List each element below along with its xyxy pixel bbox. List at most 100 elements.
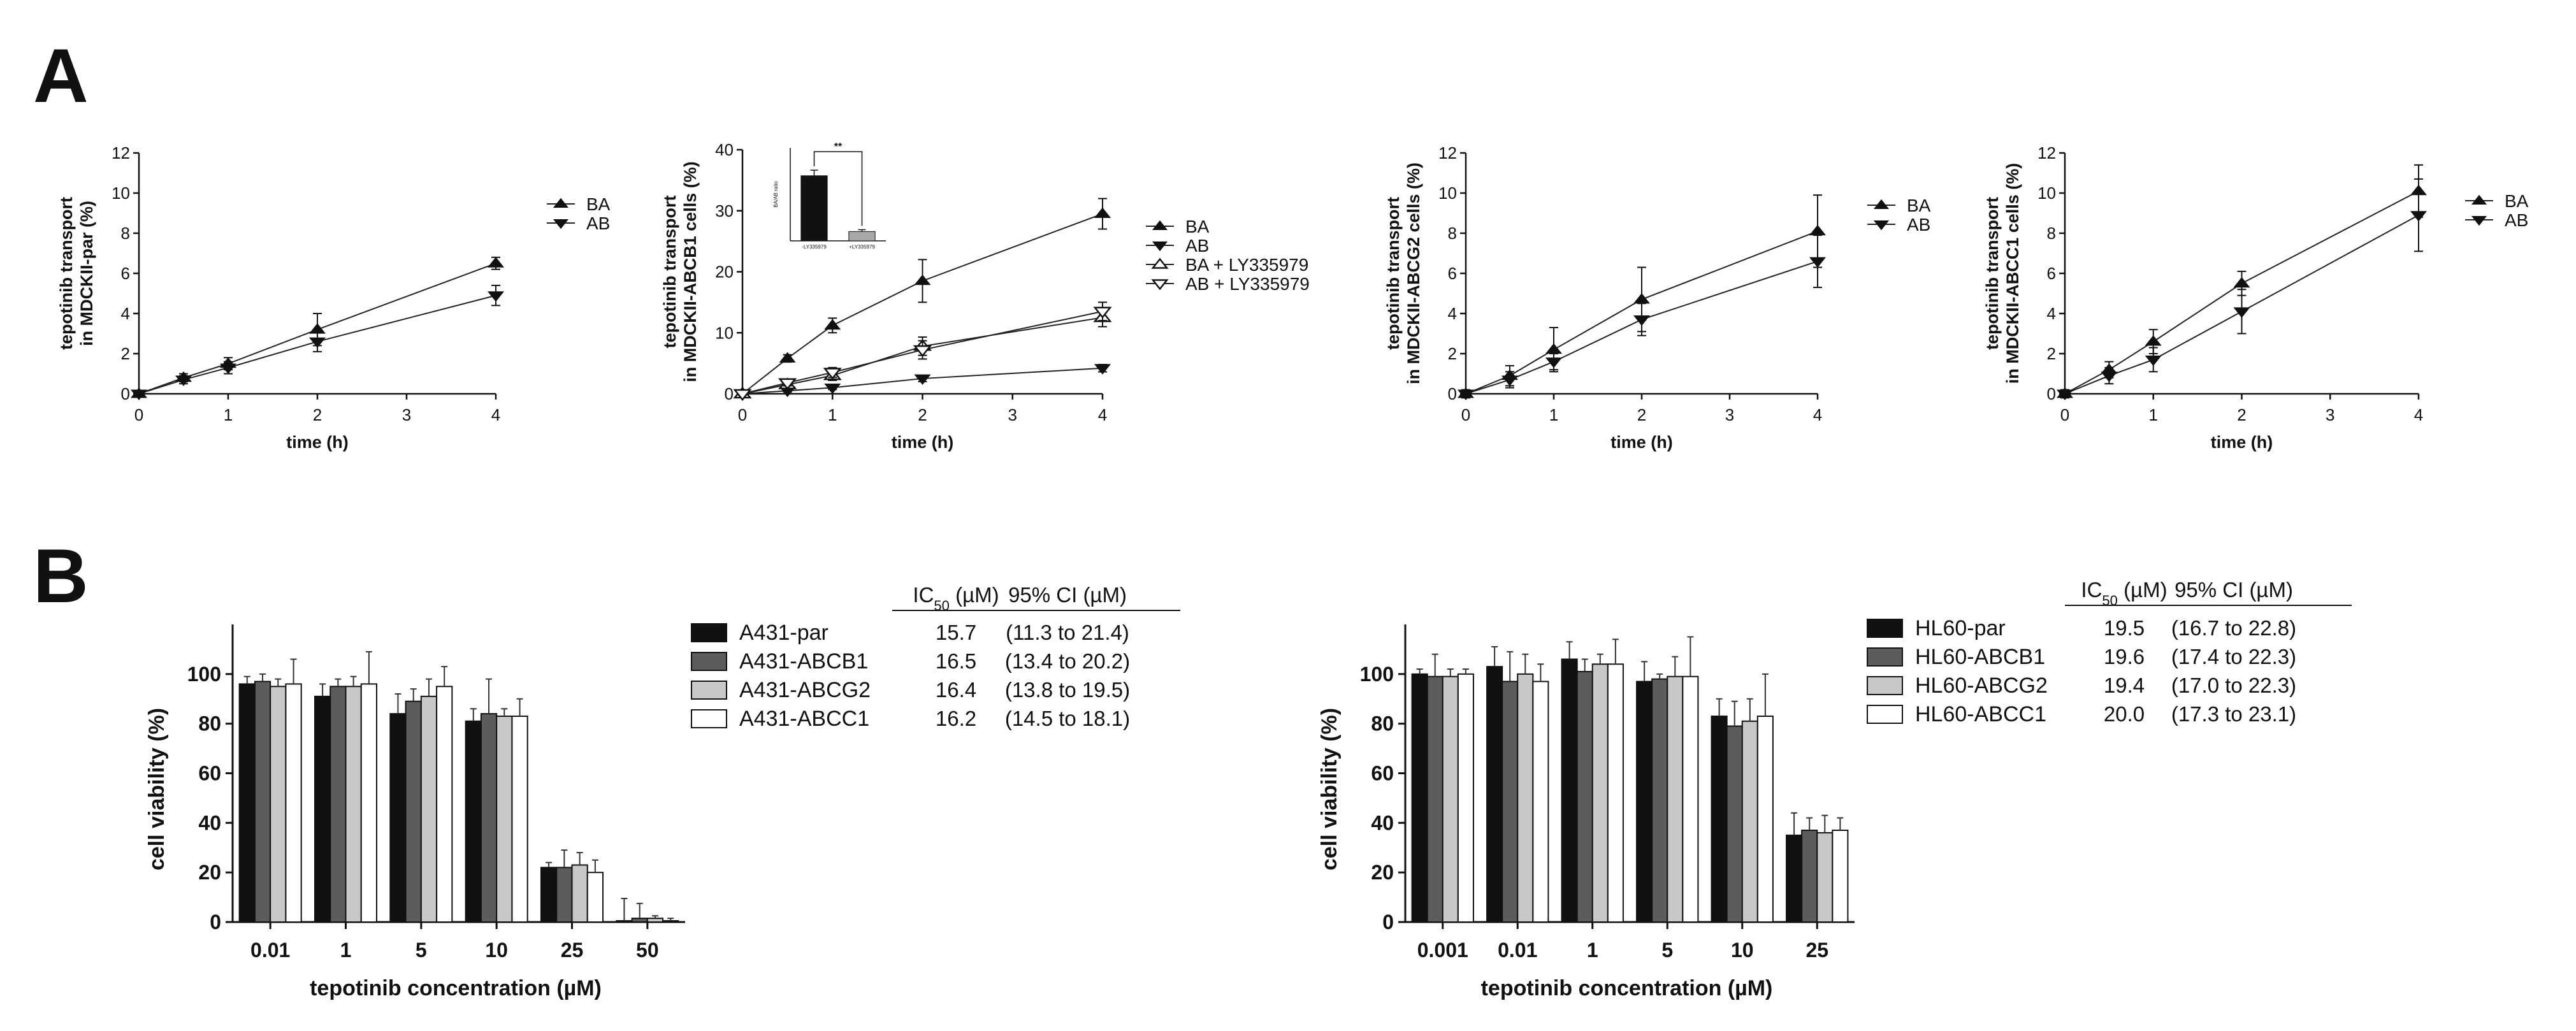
ci-value: (13.8 to 19.5) [1005,678,1130,702]
y-tick-label: 12 [112,143,130,162]
bar [586,872,604,923]
bar [405,700,422,923]
legend-swatch [1867,647,1903,667]
ic50-header-unit: (µM) [950,583,999,607]
y-axis-label: cell viability (%) [1317,708,1342,870]
legend-marker [1152,242,1168,252]
bar [1636,681,1653,923]
ic50-value: 16.5 [936,649,976,673]
series-ab: AB [130,213,610,400]
bar [1426,675,1444,923]
ic50-value: 19.4 [2104,674,2145,697]
legend-swatch [691,623,727,642]
y-axis-label-line: in MDCKII-ABCG2 cells (%) [1404,162,1423,384]
panel-label-a: A [33,33,89,119]
bar [270,686,287,923]
data-point [779,352,796,363]
x-tick-label: 3 [1725,405,1734,424]
data-point [1094,364,1111,375]
ic50-header-unit: (µM) [2118,578,2167,602]
y-tick-label: 0 [725,384,734,403]
series-ab: AB [734,236,1209,400]
bar [1486,666,1503,923]
x-tick-label: 50 [636,939,659,962]
series-ab: AB [2056,178,2528,400]
bar [360,683,378,923]
legend-swatch [1867,619,1903,638]
legend-label: BA [1907,196,1931,215]
x-tick-label: 3 [1008,405,1017,424]
bar [1501,681,1519,923]
y-tick-label: 6 [1448,264,1457,283]
y-tick-label: 0 [210,911,221,934]
y-tick-label: 60 [1371,762,1394,785]
x-tick-label: 4 [2414,405,2423,424]
x-tick-label: 4 [491,405,500,424]
bar [1711,715,1728,923]
bar [1741,720,1758,923]
legend-marker [553,198,569,208]
ci-value: (17.3 to 23.1) [2171,702,2296,726]
bar [1832,830,1849,923]
x-tick-label: 1 [1549,405,1558,424]
y-tick-label: 20 [715,263,734,282]
bar [1667,675,1684,923]
y-tick-label: 12 [2037,143,2056,162]
significance-bracket [813,151,863,226]
series-ab-ly335979: AB + LY335979 [733,274,1310,401]
bar [1651,678,1668,923]
ic50-value: 16.4 [936,678,976,702]
data-point [2056,389,2074,400]
panel-label-b: B [33,533,89,619]
data-point [1501,375,1519,386]
x-tick-label: 0.01 [1498,939,1537,962]
x-axis-label: tepotinib concentration (µM) [310,976,602,1000]
legend-marker [1151,257,1169,269]
bar [436,686,453,923]
y-axis-label: tepotinib transportin MDCKII-ABCC1 cells… [1983,163,2022,384]
y-tick-label: 2 [121,344,130,363]
ci-header: 95% CI (µM) [1008,583,1127,607]
legend-label: BA [2505,191,2529,211]
bar [314,695,331,923]
ci-value: (14.5 to 18.1) [1005,707,1130,730]
legend-swatch [691,652,727,671]
inset-chart: BA/AB ratio -LY335979 +LY335979 ** [773,141,886,250]
inset-bar [800,175,828,242]
x-tick-label: 1 [2149,405,2158,424]
bar [480,713,498,923]
y-tick-label: 80 [1371,712,1394,735]
x-tick-label: 0 [134,405,143,424]
bar [329,686,347,923]
bar [1801,830,1818,923]
bar [345,686,362,923]
y-tick-label: 100 [1360,663,1394,686]
data-point [1633,292,1651,304]
y-tick-label: 0 [1448,384,1457,403]
y-tick-label: 40 [1371,811,1394,834]
y-tick-label: 20 [1371,861,1394,884]
data-point [487,257,505,268]
bar [1816,832,1834,923]
bar [662,920,679,923]
viability-chart-1: 0 20 40 60 80 100 cell viability (%) tepotinib … [145,583,1180,1000]
y-tick-label: 10 [2037,184,2056,203]
data-point [175,375,192,386]
data-point [487,291,505,302]
bar [238,683,256,923]
x-tick-label: 3 [402,405,411,424]
bar [1756,715,1774,923]
x-tick-label: 5 [1661,939,1673,962]
x-tick-label: 4 [1098,405,1107,424]
y-axis-label-line: in MDCKII-ABCC1 cells (%) [2003,163,2022,384]
data-point [219,363,237,375]
x-tick-label: 0.01 [250,939,290,962]
ci-value: (17.4 to 22.3) [2171,645,2296,668]
legend-swatch [691,709,727,728]
bar [1786,834,1803,923]
y-tick-label: 10 [112,184,130,203]
legend-marker [2471,216,2487,226]
bar [420,695,438,923]
